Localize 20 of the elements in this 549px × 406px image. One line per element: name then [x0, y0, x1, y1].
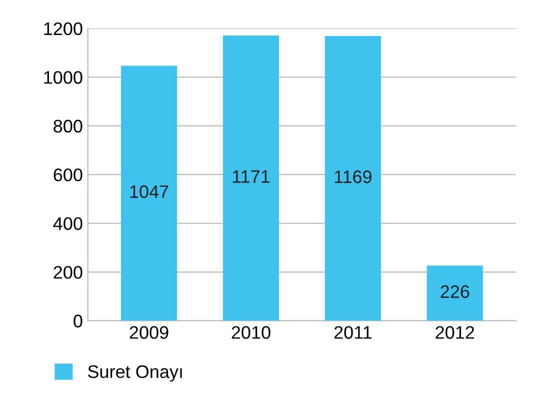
- legend-label: Suret Onayı: [88, 365, 182, 382]
- bar: [222, 35, 280, 321]
- y-tick-label: 400: [53, 217, 82, 230]
- y-tick-label: 800: [54, 120, 82, 133]
- data-label: 1047: [130, 185, 168, 198]
- data-label: 1169: [334, 170, 372, 184]
- bar: [426, 266, 483, 321]
- x-tick-label: 2012: [436, 326, 474, 339]
- bar: [120, 66, 178, 321]
- y-tick-label: 600: [54, 168, 82, 182]
- y-tick-label: 0: [74, 314, 82, 328]
- data-label: 1171: [232, 170, 270, 183]
- x-tick-label: 2010: [232, 326, 270, 339]
- y-tick-label: 1000: [44, 71, 82, 84]
- bar: [324, 36, 381, 321]
- y-tick-label: 1200: [44, 22, 82, 36]
- data-label: 226: [440, 285, 470, 298]
- y-tick-label: 200: [54, 266, 82, 279]
- x-tick-label: 2009: [130, 326, 168, 339]
- x-tick-label: 2011: [334, 326, 372, 339]
